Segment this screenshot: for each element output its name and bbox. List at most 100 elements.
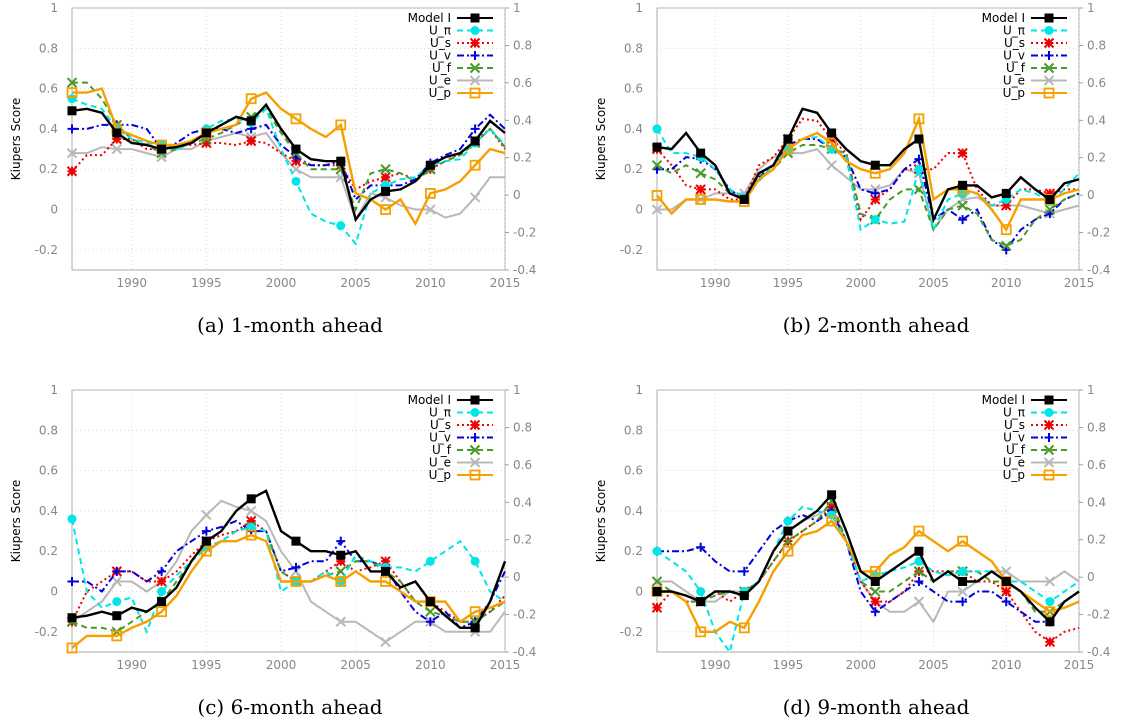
x-tick-label: 2000: [266, 658, 297, 672]
data-point-model-i: [958, 576, 968, 586]
x-tick-label: 1990: [116, 658, 147, 672]
x-tick-label: 2000: [266, 276, 297, 290]
y-tick-label-left: 0.4: [624, 504, 643, 518]
legend-label-u-v: U_v: [429, 431, 451, 445]
x-tick-label: 2005: [918, 658, 949, 672]
data-point-u-pi: [914, 556, 924, 566]
y-tick-label-left: 0.2: [624, 162, 643, 176]
x-tick-label: 1995: [191, 658, 222, 672]
legend-label-u-e: U_e: [1003, 456, 1025, 470]
data-point-u-f: [1001, 240, 1012, 252]
data-point-u-e: [651, 204, 663, 215]
data-point-u-s: [156, 576, 167, 587]
legend-marker-u-s: [469, 37, 481, 49]
legend-marker-u-pi: [1044, 26, 1054, 35]
y-tick-label-right: -0.2: [513, 226, 536, 240]
data-point-u-v: [958, 215, 968, 225]
y-tick-label-left: 0: [635, 203, 643, 217]
data-point-u-s: [111, 133, 123, 145]
data-point-u-p: [1044, 606, 1056, 618]
data-point-u-f: [651, 576, 663, 587]
legend-label-u-s: U_s: [1004, 418, 1025, 432]
y-tick-label-left: -0.2: [35, 243, 58, 257]
data-point-u-s: [245, 515, 257, 527]
y-tick-label-left: -0.2: [620, 243, 643, 257]
y-axis-label: Kiupers Score: [594, 480, 608, 562]
x-tick-label: 2015: [1064, 658, 1095, 672]
y-tick-label-left: 0: [50, 585, 58, 599]
data-point-u-p: [290, 576, 302, 587]
data-point-u-v: [914, 576, 924, 586]
x-tick-label: 1995: [773, 276, 804, 290]
data-point-u-p: [913, 113, 925, 125]
x-tick-label: 1995: [191, 276, 222, 290]
x-tick-label: 2000: [845, 276, 876, 290]
data-point-u-pi: [425, 556, 435, 566]
y-tick-label-right: 0.4: [1087, 495, 1106, 509]
data-point-u-pi: [336, 221, 346, 231]
legend-marker-u-f: [469, 62, 481, 74]
data-point-model-i: [827, 490, 837, 500]
x-tick-label: 2015: [490, 276, 521, 290]
y-tick-label-right: -0.4: [513, 263, 536, 277]
data-point-u-e: [201, 509, 212, 521]
legend-marker-model-i: [470, 13, 480, 23]
y-tick-label-right: 0.4: [1087, 113, 1106, 127]
data-point-u-pi: [157, 587, 167, 597]
legend-label-u-v: U_v: [429, 49, 451, 63]
legend-marker-u-pi: [1044, 408, 1054, 417]
legend-marker-u-pi: [470, 26, 480, 35]
data-point-u-e: [957, 586, 968, 597]
legend-label-model-i: Model I: [982, 393, 1025, 407]
legend-label-u-e: U_e: [429, 74, 451, 88]
data-point-u-p: [245, 529, 257, 541]
x-tick-label: 2005: [340, 276, 371, 290]
y-tick-label-right: 0.2: [1087, 533, 1106, 547]
data-point-u-v: [67, 576, 77, 586]
y-axis-label: Kiupers Score: [9, 480, 23, 562]
data-point-model-i: [246, 116, 256, 126]
data-point-u-p: [1000, 224, 1012, 236]
y-tick-label-left: 0.6: [39, 464, 58, 478]
y-tick-label-right: 0.2: [513, 533, 532, 547]
data-point-model-i: [652, 587, 662, 597]
data-point-model-i: [381, 186, 391, 196]
data-point-u-e: [380, 636, 391, 648]
series-line-u-pi: [656, 505, 1080, 655]
series-line-u-f: [656, 144, 1080, 247]
legend-label-u-pi: U_π: [429, 406, 451, 420]
data-point-u-e: [913, 596, 925, 607]
data-point-u-pi: [67, 94, 77, 104]
legend-label-u-p: U_p: [1003, 468, 1025, 482]
legend-label-u-pi: U_π: [1003, 406, 1025, 420]
series-u-e: [651, 147, 1080, 233]
data-point-model-i: [157, 597, 167, 607]
y-tick-label-right: 0.4: [513, 113, 532, 127]
legend-label-u-e: U_e: [1003, 74, 1025, 88]
y-tick-label-left: 0.8: [624, 423, 643, 437]
x-tick-label: 2010: [991, 276, 1022, 290]
series-line-u-s: [656, 505, 1080, 644]
y-tick-label-left: 0: [50, 203, 58, 217]
series-u-e: [66, 131, 505, 223]
data-point-u-v: [157, 566, 167, 576]
data-point-u-f: [913, 566, 925, 577]
data-point-u-f: [66, 77, 78, 88]
chart-1-month-ahead: 1990 1995 2000 2005 2010 2015 -0.2 0 0.2 0.4 0.6 0.…: [9, 1, 536, 290]
y-tick-label-left: 0.2: [624, 544, 643, 558]
data-point-u-s: [66, 166, 78, 177]
legend-marker-u-s: [1043, 37, 1055, 49]
data-point-u-p: [869, 565, 881, 577]
data-point-u-s: [695, 184, 706, 195]
data-point-u-f: [913, 184, 925, 195]
data-point-u-e: [66, 147, 78, 159]
data-point-u-pi: [827, 510, 837, 520]
legend: Model IU_πU_sU_vU_fU_eU_p: [408, 393, 493, 482]
series-line-u-v: [72, 519, 506, 629]
series-u-f: [66, 521, 506, 638]
y-tick-label-right: 0.8: [1087, 38, 1106, 52]
legend-label-u-s: U_s: [1004, 36, 1025, 50]
data-point-model-i: [291, 144, 301, 154]
data-point-u-e: [111, 143, 123, 155]
y-tick-label-right: 0.8: [513, 38, 532, 52]
